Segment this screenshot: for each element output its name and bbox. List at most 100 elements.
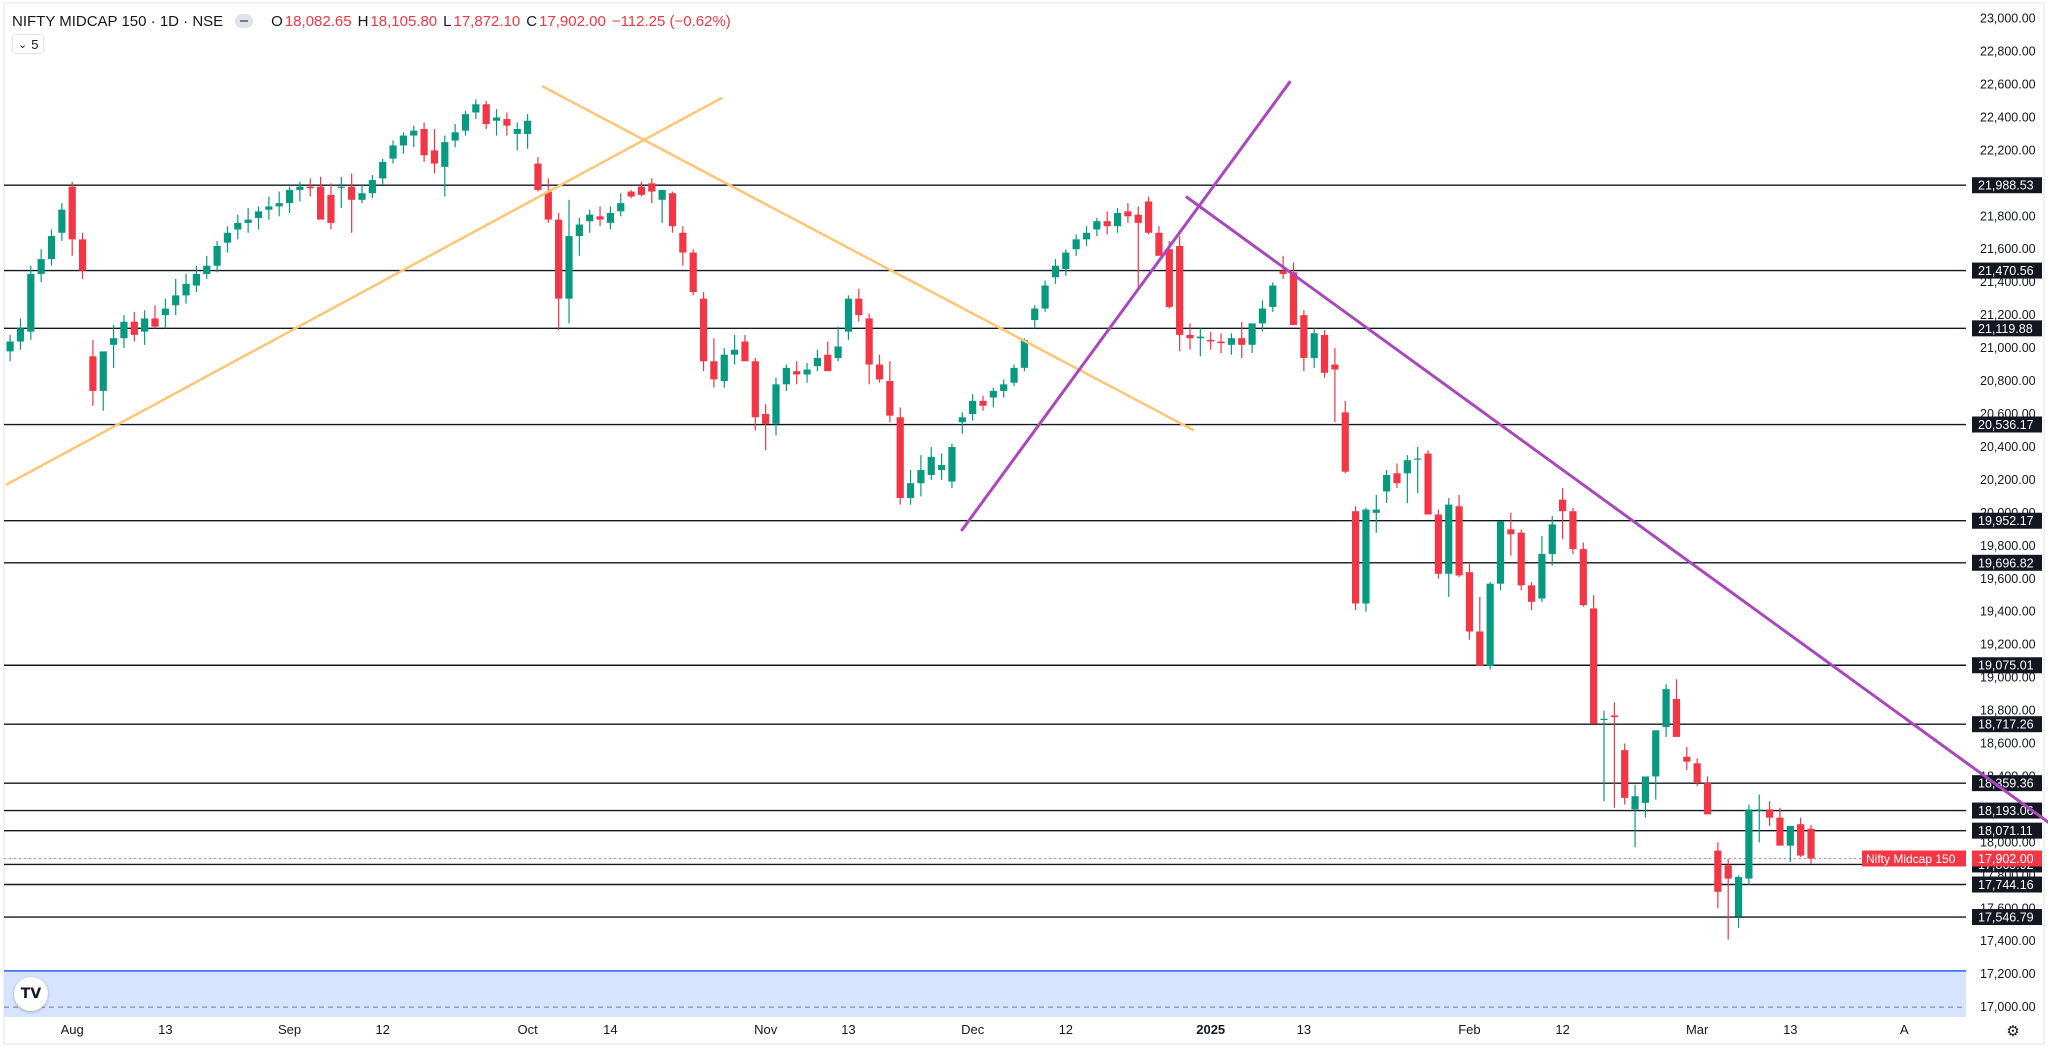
candle-down[interactable] [1579,549,1587,606]
candle-down[interactable] [317,186,325,220]
candle-up[interactable] [1734,876,1743,917]
candle-down[interactable] [1714,850,1722,892]
candle-up[interactable] [1445,504,1453,574]
candle-down[interactable] [751,361,759,418]
candle-up[interactable] [285,189,294,204]
candle-up[interactable] [110,338,118,345]
candle-down[interactable] [482,104,490,125]
candle-down[interactable] [1155,232,1163,256]
candle-up[interactable] [234,222,242,230]
candle-down[interactable] [68,186,76,240]
candle-up[interactable] [1031,308,1039,321]
candle-down[interactable] [1352,511,1360,604]
candle-up[interactable] [275,203,283,207]
candle-up[interactable] [1051,265,1060,278]
candle-up[interactable] [1072,239,1080,250]
candle-down[interactable] [668,193,677,227]
candle-down[interactable] [151,318,159,327]
candle-down[interactable] [1238,338,1246,345]
candle-up[interactable] [441,142,449,167]
candle-down[interactable] [1424,453,1432,515]
candle-down[interactable] [1693,763,1701,784]
candle-up[interactable] [731,349,739,355]
candle-up[interactable] [1041,285,1049,309]
candle-up[interactable] [1641,776,1649,803]
candle-up[interactable] [37,259,45,274]
candle-down[interactable] [503,119,511,126]
trend-line[interactable] [1184,195,2048,825]
candle-down[interactable] [1207,339,1215,342]
candle-down[interactable] [1165,249,1173,307]
candle-down[interactable] [627,191,635,197]
candle-up[interactable] [58,209,66,233]
candle-up[interactable] [1745,809,1753,879]
candle-up[interactable] [1496,521,1505,584]
candle-up[interactable] [958,417,966,423]
candle-down[interactable] [793,371,801,375]
candle-down[interactable] [1590,608,1598,724]
candle-up[interactable] [1227,338,1235,345]
candle-down[interactable] [886,381,894,416]
candle-up[interactable] [927,456,935,475]
candle-down[interactable] [1610,715,1618,718]
candle-down[interactable] [1341,412,1349,472]
candle-up[interactable] [254,211,263,218]
candle-up[interactable] [1000,384,1008,391]
candle-up[interactable] [358,193,366,200]
candle-down[interactable] [1320,334,1329,373]
candle-up[interactable] [1113,213,1122,227]
candle-down[interactable] [1724,865,1732,879]
candle-up[interactable] [844,298,853,332]
candle-down[interactable] [679,232,687,253]
candle-down[interactable] [306,186,314,189]
candle-up[interactable] [461,114,470,131]
candle-up[interactable] [1248,323,1256,345]
candle-up[interactable] [1372,509,1380,513]
candle-up[interactable] [451,132,459,141]
candle-up[interactable] [658,189,666,200]
candle-up[interactable] [410,130,418,136]
candle-down[interactable] [544,191,552,220]
candle-up[interactable] [389,145,397,159]
candle-down[interactable] [430,150,439,164]
candle-up[interactable] [1196,336,1204,339]
candle-down[interactable] [1476,631,1484,667]
candle-down[interactable] [1300,315,1308,358]
candle-down[interactable] [1621,750,1629,798]
candle-up[interactable] [969,400,977,414]
candle-up[interactable] [813,357,821,367]
candle-down[interactable] [1331,364,1339,370]
candle-up[interactable] [1755,809,1763,811]
candle-down[interactable] [1703,783,1712,815]
candle-up[interactable] [1652,730,1660,777]
candle-down[interactable] [420,128,428,156]
candle-up[interactable] [337,186,345,188]
candle-up[interactable] [6,341,14,352]
candle-up[interactable] [1631,796,1639,810]
candle-up[interactable] [120,321,128,339]
candle-up[interactable] [803,369,811,375]
candle-up[interactable] [720,354,728,382]
candle-up[interactable] [1538,554,1546,599]
candle-up[interactable] [617,203,625,212]
candle-up[interactable] [161,308,169,316]
candle-down[interactable] [1434,514,1442,574]
candle-up[interactable] [1269,285,1277,307]
symbol-title[interactable]: NIFTY MIDCAP 150 · 1D · NSE [12,12,224,30]
candle-down[interactable] [824,354,832,372]
candle-down[interactable] [1393,473,1401,484]
candle-up[interactable] [1403,460,1411,474]
candle-down[interactable] [534,163,542,190]
candle-up[interactable] [938,465,946,471]
candle-up[interactable] [1310,333,1318,358]
candle-down[interactable] [1776,817,1784,846]
candle-up[interactable] [1414,458,1422,460]
candle-down[interactable] [1683,756,1691,762]
candle-down[interactable] [875,364,884,380]
candle-up[interactable] [1786,825,1794,846]
candle-down[interactable] [741,341,749,362]
candle-up[interactable] [472,104,480,113]
candle-up[interactable] [379,161,387,179]
candle-down[interactable] [710,361,718,380]
candle-up[interactable] [223,232,232,243]
